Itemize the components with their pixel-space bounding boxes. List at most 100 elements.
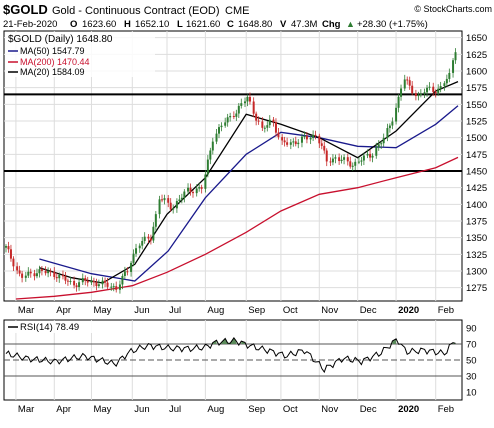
rsi-x-tick-label: Feb <box>438 404 454 415</box>
candle-body <box>215 133 218 142</box>
candle-body <box>86 280 89 283</box>
candle-body <box>9 249 12 259</box>
ma50-path <box>39 105 459 282</box>
candle-body <box>380 143 383 145</box>
symbol-exchange: CME <box>225 5 249 17</box>
open-value: 1623.60 <box>82 19 116 30</box>
rsi-y-tick-label: 50 <box>466 356 477 367</box>
candle-body <box>255 113 258 121</box>
rsi-x-tick-label: Nov <box>321 404 338 415</box>
copyright-text: © StockCharts.com <box>414 4 492 14</box>
candle-body <box>27 271 30 276</box>
candle-body <box>360 160 363 162</box>
x-tick-label: Apr <box>56 305 71 316</box>
candle-body <box>331 158 334 163</box>
candle-body <box>135 248 138 254</box>
close-value: 1648.80 <box>238 19 272 30</box>
x-tick-label: Nov <box>321 305 338 316</box>
candle-body <box>104 280 107 283</box>
candle-body <box>172 208 175 210</box>
legend-ma200: MA(200) 1470.44 <box>20 57 90 67</box>
candle-body <box>432 86 435 92</box>
rsi-x-tick-label: Jun <box>134 404 149 415</box>
rsi-y-tick-label: 10 <box>466 388 477 399</box>
legend-price: $GOLD (Daily) 1648.80 <box>8 34 113 45</box>
candle-body <box>403 79 406 89</box>
candle-body <box>175 201 178 209</box>
candle-body <box>7 246 10 250</box>
change-up-icon: ▲ <box>346 19 355 29</box>
candle-body <box>246 96 249 102</box>
rsi-x-tick-label: Aug <box>207 404 224 415</box>
x-tick-label: Mar <box>18 305 34 316</box>
x-tick-label: 2020 <box>398 305 419 316</box>
candle-body <box>274 122 277 133</box>
rsi-y-tick-label: 30 <box>466 372 477 383</box>
rsi-overbought-area <box>392 338 397 344</box>
high-value: 1652.10 <box>135 19 169 30</box>
volume-value: 47.3M <box>291 19 317 30</box>
y-tick-label: 1600 <box>466 67 487 78</box>
volume-label: V <box>280 19 287 30</box>
candle-body <box>349 161 352 167</box>
candle-body <box>115 286 118 290</box>
candle-body <box>29 271 32 274</box>
low-label: L <box>177 19 183 30</box>
support-resistance-lines <box>4 93 462 172</box>
candle-body <box>351 165 354 167</box>
candle-body <box>248 96 251 102</box>
candle-body <box>112 286 115 288</box>
candle-body <box>58 274 61 279</box>
y-tick-label: 1650 <box>466 33 487 44</box>
y-tick-label: 1450 <box>466 167 487 178</box>
candle-body <box>95 282 98 287</box>
candle-body <box>138 245 141 249</box>
candle-body <box>445 78 448 84</box>
candle-body <box>312 134 315 139</box>
candle-body <box>391 121 394 126</box>
candle-body <box>49 271 52 273</box>
candle-body <box>224 122 227 126</box>
rsi-y-tick-label: 90 <box>466 324 477 335</box>
open-label: O <box>70 19 77 30</box>
candle-body <box>419 93 422 96</box>
candle-body <box>375 147 378 156</box>
candle-body <box>206 159 209 175</box>
candle-body <box>84 278 87 281</box>
candle-body <box>118 284 121 290</box>
candle-body <box>252 101 255 114</box>
y-tick-label: 1350 <box>466 233 487 244</box>
candle-body <box>411 85 414 94</box>
candle-body <box>244 101 247 104</box>
candle-body <box>386 128 389 138</box>
legend-box <box>5 32 155 77</box>
candle-body <box>354 161 357 166</box>
candle-body <box>318 135 321 144</box>
candle-body <box>75 285 78 288</box>
rsi-x-tick-label: 2020 <box>398 404 419 415</box>
candle-body <box>232 116 235 118</box>
rsi-x-tick-label: May <box>93 404 111 415</box>
candle-body <box>397 96 400 108</box>
candle-body <box>388 125 391 129</box>
x-tick-label: May <box>93 305 111 316</box>
candle-body <box>53 271 56 277</box>
rsi-x-tick-label: Mar <box>18 404 34 415</box>
candle-body <box>434 91 437 93</box>
candle-body <box>163 198 166 201</box>
candle-body <box>198 187 201 189</box>
rsi-legend-box <box>5 321 95 333</box>
candle-body <box>340 159 343 161</box>
candle-body <box>189 187 192 193</box>
candle-body <box>183 191 186 198</box>
candle-body <box>130 262 133 272</box>
candle-body <box>97 284 100 287</box>
candle-body <box>257 120 260 122</box>
rsi-line <box>5 337 456 374</box>
candle-body <box>229 116 232 118</box>
rsi-grid <box>4 320 462 400</box>
y-tick-label: 1550 <box>466 100 487 111</box>
candle-body <box>106 282 109 287</box>
candle-body <box>423 92 426 94</box>
